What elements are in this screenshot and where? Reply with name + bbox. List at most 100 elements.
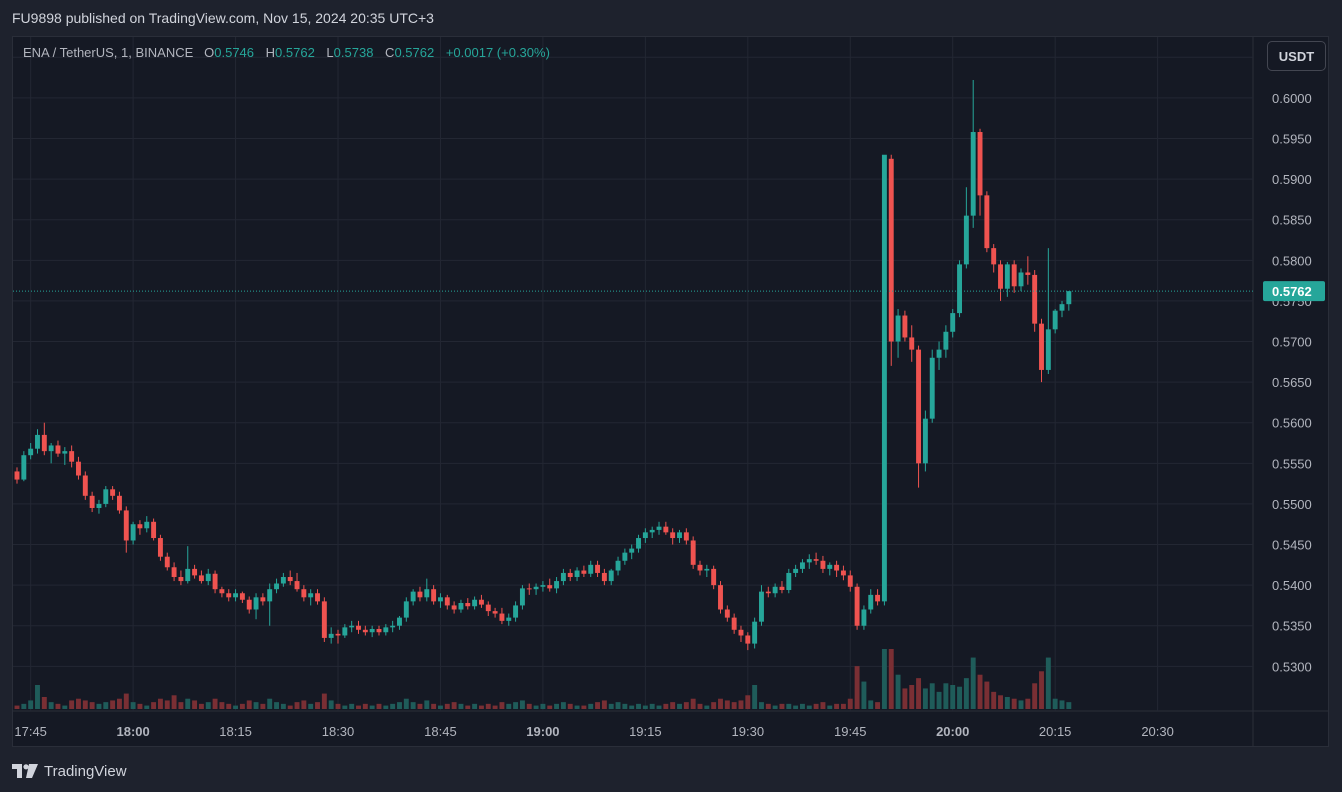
tradingview-logo-icon: [12, 764, 38, 778]
candle-body: [492, 611, 498, 614]
candle-body: [1025, 272, 1031, 275]
candle-body: [417, 591, 423, 598]
volume-bar: [554, 703, 560, 709]
price-tick-10: 0.5800: [1272, 253, 1312, 268]
volume-bar: [636, 703, 641, 709]
candle-body: [485, 604, 491, 612]
volume-bar: [547, 705, 553, 709]
volume-bar: [403, 698, 409, 709]
time-axis[interactable]: 17:45 18:00 18:15 18:30 18:45 19:00 19:15 19:30…: [14, 724, 1173, 739]
candle-body: [813, 559, 819, 561]
chart-panel[interactable]: 0.5300 0.5350 0.5400 0.5450 0.5500 0.5550 0.56…: [12, 36, 1329, 747]
volume-bar: [881, 649, 887, 709]
candle-body: [595, 564, 601, 573]
candle-body: [69, 451, 75, 462]
candle-body: [198, 575, 204, 582]
volume-bar: [957, 686, 962, 709]
candle-body: [110, 489, 116, 496]
volume-bar: [820, 702, 826, 709]
volume-bar: [82, 700, 88, 709]
candle-body: [424, 589, 430, 598]
volume-bar: [595, 702, 601, 709]
volume-bar: [294, 702, 300, 709]
volume-bar: [1018, 700, 1024, 709]
candle-body: [246, 599, 252, 610]
candle-body: [875, 594, 881, 602]
volume-bar: [301, 700, 307, 709]
volume-bar: [909, 685, 915, 709]
volume-bar: [697, 703, 703, 709]
candle-body: [164, 556, 170, 568]
candle-body: [847, 575, 853, 587]
candle-body: [458, 602, 464, 610]
candle-body: [315, 593, 320, 602]
candle-body: [759, 591, 764, 622]
volume-bar: [76, 698, 81, 709]
candle-body: [280, 577, 286, 584]
candle-body: [478, 599, 484, 605]
time-tick-11: 20:30: [1141, 724, 1174, 739]
volume-bar: [246, 700, 252, 709]
candle-body: [1059, 304, 1065, 311]
candle-body: [724, 609, 730, 618]
volume-bar: [212, 698, 218, 709]
price-tick-14: 0.6000: [1272, 91, 1312, 106]
candle-body: [444, 597, 450, 606]
volume-bar: [615, 702, 621, 709]
candle-body: [895, 315, 901, 342]
candle-body: [786, 572, 792, 591]
candle-body: [431, 589, 437, 602]
grid-lines: [13, 37, 1328, 746]
candle-body: [35, 434, 40, 449]
volume-bar: [772, 705, 778, 709]
currency-button[interactable]: USDT: [1267, 41, 1326, 71]
volume-bar: [151, 702, 157, 709]
candle-body: [554, 581, 560, 589]
volume-bar: [1045, 657, 1051, 709]
volume-bar: [963, 678, 969, 709]
price-tick-1: 0.5350: [1272, 619, 1312, 634]
candle-body: [499, 613, 505, 621]
volume-bar: [533, 705, 539, 709]
candle-body: [472, 599, 478, 607]
candle-body: [335, 633, 341, 636]
candle-body: [861, 609, 867, 626]
volume-bar: [417, 703, 423, 709]
candle-body: [834, 564, 840, 571]
symbol-label[interactable]: ENA / TetherUS, 1, BINANCE: [23, 45, 194, 60]
candle-body: [806, 559, 812, 563]
volume-bar: [14, 705, 20, 709]
volume-bar: [226, 703, 232, 709]
candle-body: [1032, 274, 1038, 324]
price-tick-8: 0.5700: [1272, 335, 1312, 350]
tradingview-footer[interactable]: TradingView: [12, 760, 127, 782]
volume-bar: [1052, 698, 1058, 709]
candle-body: [1066, 291, 1072, 305]
volume-bar: [465, 705, 471, 709]
volume-bar: [970, 657, 976, 709]
volume-bar: [410, 702, 416, 709]
candle-body: [936, 349, 942, 358]
volume-bar: [478, 705, 484, 709]
candle-body: [96, 503, 102, 508]
time-tick-1: 18:00: [116, 724, 149, 739]
candle-body: [984, 195, 990, 249]
volume-bar: [799, 703, 805, 709]
price-axis[interactable]: 0.5300 0.5350 0.5400 0.5450 0.5500 0.5550 0.56…: [1272, 50, 1312, 674]
candle-body: [629, 548, 635, 553]
volume-bar: [895, 674, 901, 709]
volume-bar: [718, 698, 723, 709]
candle-body: [670, 532, 676, 539]
candle-body: [820, 560, 826, 569]
volume-bar: [984, 681, 990, 709]
candlestick-chart[interactable]: 0.5300 0.5350 0.5400 0.5450 0.5500 0.5550 0.56…: [13, 37, 1328, 746]
tradingview-brand: TradingView: [44, 762, 127, 780]
candle-body: [868, 594, 874, 610]
candle-body: [116, 495, 122, 511]
volume-bar: [840, 703, 846, 709]
candle-body: [881, 154, 887, 602]
volume-bar: [608, 703, 614, 709]
candle-body: [745, 635, 751, 644]
volume-bar: [499, 702, 505, 709]
volume-bar: [35, 685, 40, 709]
